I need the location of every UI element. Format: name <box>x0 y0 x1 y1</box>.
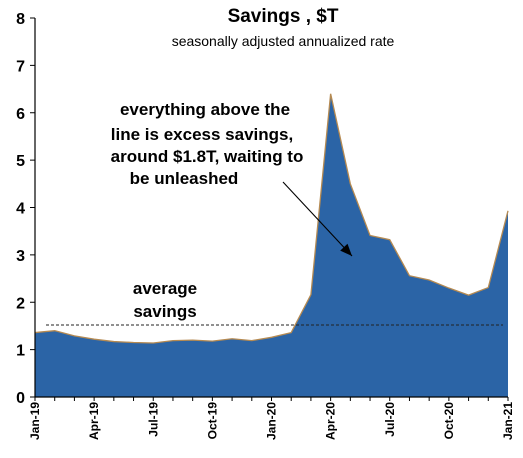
x-tick-label-Oct-19: Oct-19 <box>205 402 219 440</box>
y-tick-label-5: 5 <box>16 153 25 170</box>
excess-annotation-line-4: be unleashed <box>130 169 239 188</box>
excess-annotation-line-1: everything above the <box>120 100 290 119</box>
y-tick-label-6: 6 <box>16 106 25 123</box>
x-tick-label-Jan-21: Jan-21 <box>501 402 515 440</box>
savings-area <box>35 93 508 398</box>
y-tick-label-1: 1 <box>16 343 25 360</box>
x-tick-label-Jul-19: Jul-19 <box>146 402 160 437</box>
annotation-arrow-line <box>282 181 353 257</box>
x-tick-label-Jan-19: Jan-19 <box>28 402 42 440</box>
x-tick-label-Oct-20: Oct-20 <box>442 402 456 440</box>
average-annotation-line-1: average <box>133 279 197 298</box>
x-tick-label-Jan-20: Jan-20 <box>265 402 279 440</box>
annotation-arrow-head <box>340 243 352 256</box>
y-tick-label-8: 8 <box>16 11 25 28</box>
y-tick-label-2: 2 <box>16 295 25 312</box>
chart-title: Savings , $T <box>228 6 339 27</box>
y-tick-label-3: 3 <box>16 248 25 265</box>
average-annotation-line-2: savings <box>133 302 196 321</box>
y-tick-label-4: 4 <box>16 201 25 218</box>
excess-annotation-line-2: line is excess savings, <box>111 125 293 144</box>
excess-annotation-line-3: around $1.8T, waiting to <box>111 147 304 166</box>
y-tick-label-7: 7 <box>16 58 25 75</box>
x-tick-label-Apr-20: Apr-20 <box>324 402 338 440</box>
x-tick-label-Jul-20: Jul-20 <box>383 402 397 437</box>
y-tick-label-0: 0 <box>16 390 25 407</box>
chart-subtitle: seasonally adjusted annualized rate <box>172 33 395 49</box>
savings-area-outline <box>34 93 509 344</box>
x-tick-label-Apr-19: Apr-19 <box>87 402 101 440</box>
